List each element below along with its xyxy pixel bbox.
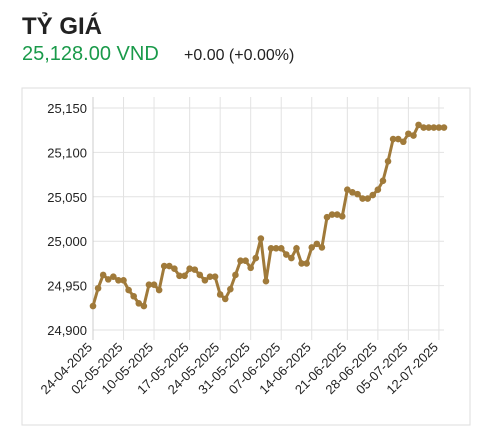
point xyxy=(394,135,402,143)
point xyxy=(369,191,377,199)
point xyxy=(415,121,422,129)
chart-frame xyxy=(21,87,471,426)
point xyxy=(237,257,244,265)
point xyxy=(359,195,366,202)
change: +0.00 (+0.00%) xyxy=(184,47,294,64)
point xyxy=(201,276,209,284)
point xyxy=(206,273,214,281)
point xyxy=(191,266,199,273)
point xyxy=(257,235,265,242)
point xyxy=(171,265,178,273)
point xyxy=(227,285,234,293)
price: 25,128.00 VND xyxy=(22,43,159,65)
y-tick-label: 25,100 xyxy=(47,145,87,160)
point xyxy=(252,254,260,262)
point xyxy=(288,254,295,262)
point xyxy=(374,186,382,193)
point xyxy=(354,190,361,198)
point xyxy=(135,300,143,307)
point xyxy=(349,189,356,196)
point xyxy=(150,281,158,289)
point xyxy=(293,245,300,252)
point xyxy=(160,262,168,270)
y-tick-label: 25,050 xyxy=(47,190,87,205)
point xyxy=(115,276,122,284)
point xyxy=(420,124,427,131)
point xyxy=(145,281,153,289)
point xyxy=(389,135,397,143)
point xyxy=(186,265,193,273)
point xyxy=(308,244,316,251)
point xyxy=(155,286,163,294)
point xyxy=(211,273,219,281)
point xyxy=(89,302,97,310)
point xyxy=(318,244,326,251)
point xyxy=(298,260,305,267)
point xyxy=(242,257,249,265)
point xyxy=(181,272,188,280)
point xyxy=(313,240,321,248)
point xyxy=(267,245,275,252)
point xyxy=(99,271,107,279)
point xyxy=(247,264,254,272)
point xyxy=(196,271,204,279)
point xyxy=(400,138,407,146)
point xyxy=(104,276,112,283)
point xyxy=(221,295,229,303)
point xyxy=(328,211,336,218)
point xyxy=(232,271,239,279)
point xyxy=(384,157,392,165)
point xyxy=(120,276,127,284)
point xyxy=(303,260,310,267)
point xyxy=(125,286,132,294)
point xyxy=(364,195,371,202)
point xyxy=(166,262,173,270)
point xyxy=(283,251,290,258)
point xyxy=(94,284,102,292)
point xyxy=(338,213,346,220)
point xyxy=(435,124,443,131)
point xyxy=(110,273,117,281)
point xyxy=(262,277,270,285)
point xyxy=(405,130,412,138)
y-tick-label: 24,900 xyxy=(47,323,87,338)
point xyxy=(425,124,433,131)
y-tick-label: 24,950 xyxy=(47,279,87,294)
point xyxy=(323,213,331,221)
point xyxy=(379,177,387,185)
point xyxy=(176,272,183,280)
point xyxy=(140,302,148,310)
point xyxy=(344,186,351,193)
y-tick-label: 25,150 xyxy=(47,101,87,116)
point xyxy=(430,124,438,131)
point xyxy=(277,245,285,252)
y-tick-label: 25,000 xyxy=(47,234,87,249)
point xyxy=(272,245,280,252)
point xyxy=(440,124,448,131)
point xyxy=(216,291,224,298)
point xyxy=(333,211,341,218)
title: TỶ GIÁ xyxy=(22,11,102,40)
point xyxy=(130,292,137,300)
point xyxy=(410,132,417,139)
